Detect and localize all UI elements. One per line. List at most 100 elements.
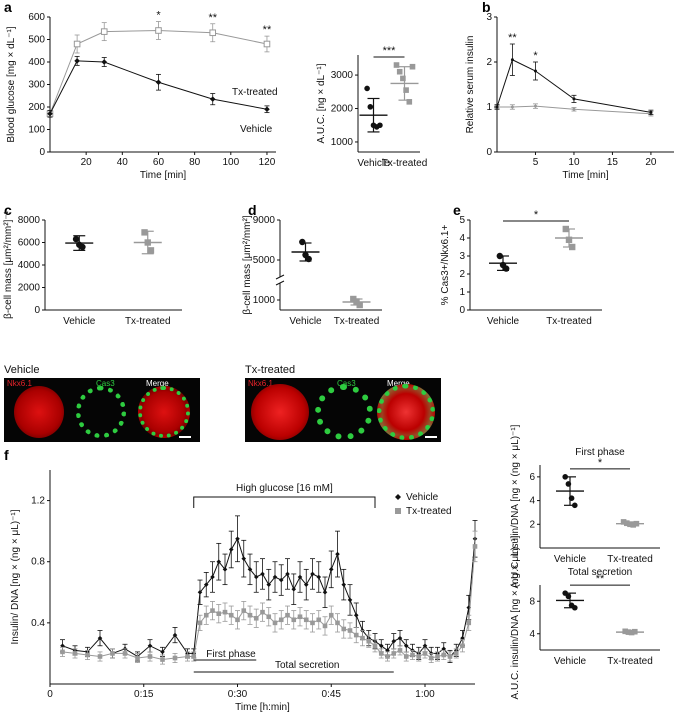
x-tick-label: 60 [153,157,165,168]
group-tx-treated [342,295,371,309]
micrograph-vehicle: Nkx6.1 Cas3 Merge [4,378,200,442]
data-point [72,651,78,656]
data-point [147,643,153,649]
data-point [397,635,403,641]
x-tick-label: 1:00 [415,689,435,700]
series-vehicle [60,515,478,663]
data-point [406,99,413,105]
data-point [303,617,309,623]
data-point [260,609,265,615]
y-tick-label: 0.4 [31,618,45,629]
y-tick-label: 1 [486,102,492,113]
data-point [397,648,403,653]
bracket-label: High glucose [16 mM] [236,483,333,494]
data-point [47,110,53,117]
x-tick-label: 0:15 [134,689,154,700]
data-point [209,96,216,102]
data-point [297,614,303,620]
data-point [624,520,630,526]
y-tick-label: 6 [529,472,535,483]
panel-letter-a: a [4,0,12,15]
chart-title: First phase [575,447,625,458]
data-point [253,574,259,580]
data-point [247,567,253,572]
x-axis-label: Time [min] [562,170,609,181]
data-point [310,571,315,577]
data-point [328,567,334,572]
data-point [185,654,190,659]
data-point [197,620,203,626]
chart-title: Total secretion [568,567,632,578]
data-point [147,247,155,254]
data-point [391,638,397,644]
data-point [447,654,453,659]
data-point [378,643,384,649]
data-point [435,654,440,659]
islet-merge [138,386,190,438]
category-label: Tx-treated [607,554,653,565]
y-tick-label: 3 [459,251,465,262]
data-point [353,612,359,618]
y-tick-label: 0.8 [31,557,45,568]
data-point [391,651,397,656]
y-axis-label: A.U.C. insulin/DNA [ng × (ng × μL)⁻¹] [510,424,521,588]
y-tick-label: 0 [459,305,465,316]
y-tick-label: 4 [459,233,465,244]
group-vehicle [65,235,94,251]
y-tick-label: 2 [486,57,492,68]
panel-letter-f: f [4,447,9,463]
data-point [147,654,153,659]
legend-vehicle: Vehicle [406,492,439,503]
data-point [565,236,573,243]
y-tick-label: 8 [529,596,535,607]
total-secretion-label: Total secretion [275,660,339,671]
data-point [197,589,203,595]
data-point [253,615,259,621]
y-tick-label: 200 [28,102,45,113]
y-tick-label: 1 [459,287,465,298]
series-label-tx: Tx-treated [232,87,278,98]
data-point [264,106,270,113]
group-vehicle [556,474,584,509]
data-point [341,582,347,587]
data-point [495,105,499,109]
series-line [49,29,268,114]
data-point [562,225,569,233]
micro-label-merge: Merge [387,379,410,388]
islet-green [315,384,373,440]
data-point [141,229,148,236]
series-line [496,59,651,113]
chart-d: 1000 5000 9000 Vehicle Tx-treated β-cell mass… [242,215,382,327]
category-label: Tx-treated [382,158,428,169]
data-point [378,651,384,656]
group-tx-treated [616,628,644,636]
data-point [453,651,459,656]
data-point [97,635,103,641]
data-point [335,620,340,626]
data-point [422,643,428,649]
significance-star: ** [208,12,217,24]
data-point [572,502,578,509]
x-tick-label: 0:30 [228,689,248,700]
data-point [622,628,628,635]
y-axis-label: β-cell mass [μm²/mm²] [242,215,253,315]
data-point [235,617,240,623]
data-point [533,104,537,108]
series-tx-treated [46,21,271,118]
axis-break [275,274,285,280]
data-point [235,536,240,542]
data-point [241,608,247,613]
data-point [297,574,303,580]
panel-letter-d: d [248,202,257,218]
y-tick-label: 4000 [18,260,41,271]
x-tick-label: 0:45 [322,689,342,700]
data-point [299,238,306,246]
category-label: Tx-treated [125,316,171,327]
data-point [353,632,359,638]
y-tick-label: 3 [486,12,492,23]
data-point [572,97,576,101]
data-point [266,582,272,587]
micro-label-merge: Merge [146,379,169,388]
